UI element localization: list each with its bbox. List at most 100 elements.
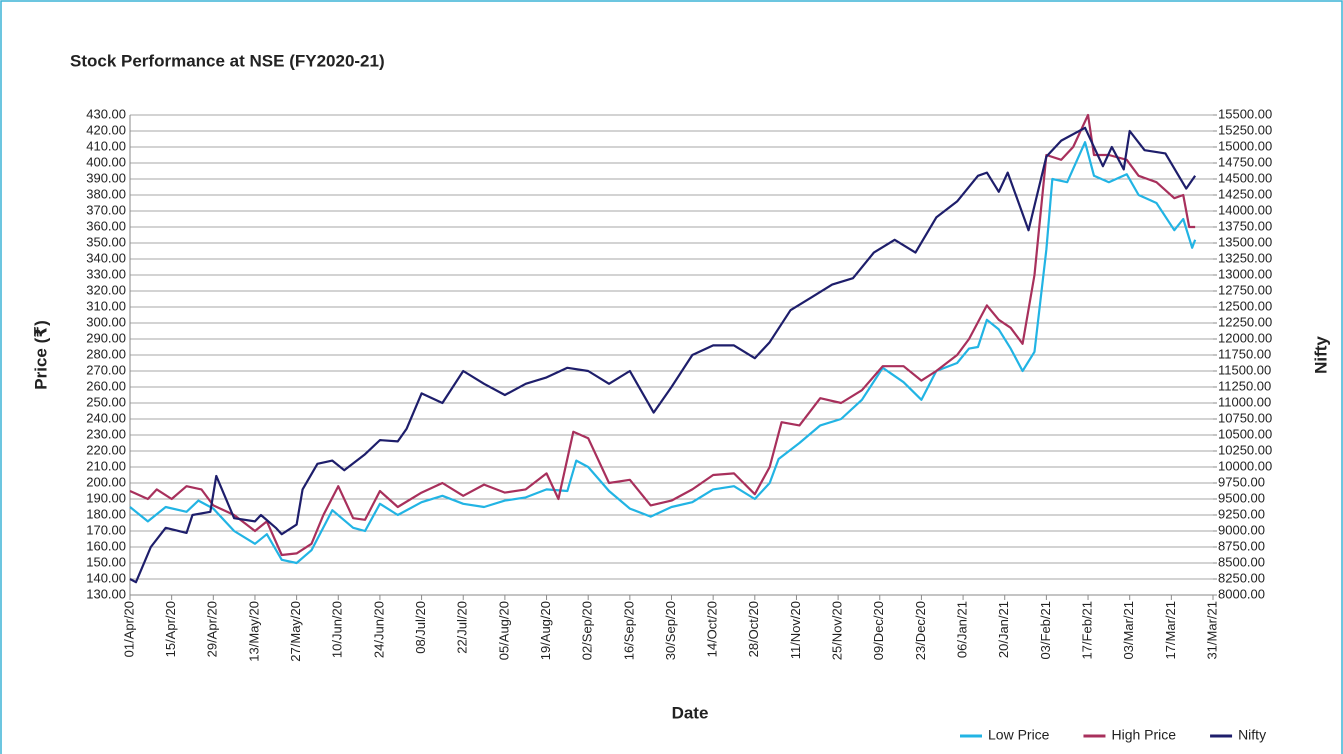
y-tick-label: 430.00 <box>86 106 126 121</box>
y-tick-label: 400.00 <box>86 154 126 169</box>
y-tick-label: 360.00 <box>86 218 126 233</box>
y2-tick-label: 11250.00 <box>1218 378 1271 393</box>
x-tick-label: 13/May/20 <box>246 601 261 662</box>
y2-tick-label: 12500.00 <box>1218 298 1272 313</box>
y-tick-label: 210.00 <box>86 458 126 473</box>
chart-title: Stock Performance at NSE (FY2020-21) <box>70 51 385 70</box>
x-tick-label: 29/Apr/20 <box>205 601 220 657</box>
y2-tick-label: 10000.00 <box>1218 458 1272 473</box>
y2-tick-label: 13250.00 <box>1218 250 1272 265</box>
y-axis-title: Price (₹) <box>31 320 50 389</box>
x-tick-label: 10/Jun/20 <box>330 601 345 658</box>
y-tick-label: 180.00 <box>86 506 126 521</box>
y2-tick-label: 15000.00 <box>1218 138 1272 153</box>
legend-label: Low Price <box>988 727 1050 743</box>
x-tick-label: 28/Oct/20 <box>746 601 761 657</box>
series-line <box>129 113 1196 557</box>
x-tick-label: 20/Jan/21 <box>996 601 1011 658</box>
y-tick-label: 220.00 <box>86 442 126 457</box>
x-tick-label: 22/Jul/20 <box>455 601 470 654</box>
y-tick-label: 420.00 <box>86 122 126 137</box>
x-tick-label: 31/Mar/21 <box>1204 601 1219 660</box>
x-tick-label: 24/Jun/20 <box>371 601 386 658</box>
y2-tick-label: 8750.00 <box>1218 538 1265 553</box>
y2-tick-label: 8500.00 <box>1218 554 1265 569</box>
x-tick-label: 16/Sep/20 <box>621 601 636 660</box>
x-tick-label: 06/Jan/21 <box>955 601 970 658</box>
y2-tick-label: 13500.00 <box>1218 234 1272 249</box>
x-tick-label: 09/Dec/20 <box>871 601 886 660</box>
y-tick-label: 270.00 <box>86 362 126 377</box>
y2-tick-label: 11750.00 <box>1218 346 1271 361</box>
y2-tick-label: 9250.00 <box>1218 506 1265 521</box>
y-tick-label: 290.00 <box>86 330 126 345</box>
y2-tick-label: 13000.00 <box>1218 266 1272 281</box>
y2-tick-label: 10500.00 <box>1218 426 1272 441</box>
y2-tick-label: 9000.00 <box>1218 522 1265 537</box>
x-tick-label: 27/May/20 <box>288 601 303 662</box>
y-tick-label: 170.00 <box>86 522 126 537</box>
y-tick-label: 200.00 <box>86 474 126 489</box>
series-line <box>129 126 1197 584</box>
y-tick-label: 380.00 <box>86 186 126 201</box>
y2-tick-label: 14000.00 <box>1218 202 1272 217</box>
y2-tick-label: 9500.00 <box>1218 490 1265 505</box>
x-tick-label: 11/Nov/20 <box>788 601 803 659</box>
y2-tick-label: 10750.00 <box>1218 410 1272 425</box>
y2-tick-label: 12750.00 <box>1218 282 1272 297</box>
y-tick-label: 390.00 <box>86 170 126 185</box>
y-tick-label: 410.00 <box>86 138 126 153</box>
y2-tick-label: 12000.00 <box>1218 330 1272 345</box>
y-tick-label: 130.00 <box>86 586 126 601</box>
y2-tick-label: 13750.00 <box>1218 218 1272 233</box>
x-tick-label: 17/Feb/21 <box>1079 601 1094 660</box>
y2-tick-label: 8250.00 <box>1218 570 1265 585</box>
y2-tick-label: 11500.00 <box>1218 362 1271 377</box>
y2-tick-label: 14750.00 <box>1218 154 1272 169</box>
y2-tick-label: 14500.00 <box>1218 170 1272 185</box>
y-tick-label: 260.00 <box>86 378 126 393</box>
y2-tick-label: 9750.00 <box>1218 474 1265 489</box>
y-tick-label: 370.00 <box>86 202 126 217</box>
y-tick-label: 240.00 <box>86 410 126 425</box>
y2-tick-label: 15250.00 <box>1218 122 1272 137</box>
series-line <box>129 141 1197 565</box>
x-tick-label: 30/Sep/20 <box>663 601 678 660</box>
y-tick-label: 140.00 <box>86 570 126 585</box>
y-tick-label: 150.00 <box>86 554 126 569</box>
y2-axis-title: Nifty <box>1311 336 1330 374</box>
legend-label: Nifty <box>1238 727 1266 743</box>
y2-tick-label: 10250.00 <box>1218 442 1272 457</box>
x-tick-label: 01/Apr/20 <box>121 601 136 657</box>
x-tick-label: 19/Aug/20 <box>538 601 553 660</box>
x-tick-label: 03/Feb/21 <box>1038 601 1053 660</box>
y-tick-label: 250.00 <box>86 394 126 409</box>
y-tick-label: 310.00 <box>86 298 126 313</box>
legend-label: High Price <box>1111 727 1176 743</box>
y-tick-label: 160.00 <box>86 538 126 553</box>
y2-tick-label: 11000.00 <box>1218 394 1271 409</box>
x-axis-title: Date <box>672 703 709 722</box>
y2-tick-label: 12250.00 <box>1218 314 1272 329</box>
y-tick-label: 190.00 <box>86 490 126 505</box>
x-tick-label: 02/Sep/20 <box>580 601 595 660</box>
y2-tick-label: 8000.00 <box>1218 586 1265 601</box>
y-tick-label: 330.00 <box>86 266 126 281</box>
x-tick-label: 14/Oct/20 <box>705 601 720 657</box>
x-tick-label: 17/Mar/21 <box>1163 601 1178 660</box>
y-tick-label: 320.00 <box>86 282 126 297</box>
y-tick-label: 300.00 <box>86 314 126 329</box>
y2-tick-label: 14250.00 <box>1218 186 1272 201</box>
x-tick-label: 03/Mar/21 <box>1121 601 1136 660</box>
y-tick-label: 230.00 <box>86 426 126 441</box>
x-tick-label: 23/Dec/20 <box>913 601 928 660</box>
x-tick-label: 15/Apr/20 <box>163 601 178 657</box>
x-tick-label: 05/Aug/20 <box>496 601 511 660</box>
x-tick-label: 25/Nov/20 <box>830 601 845 660</box>
y-tick-label: 280.00 <box>86 346 126 361</box>
y-tick-label: 340.00 <box>86 250 126 265</box>
y-tick-label: 350.00 <box>86 234 126 249</box>
y2-tick-label: 15500.00 <box>1218 106 1272 121</box>
